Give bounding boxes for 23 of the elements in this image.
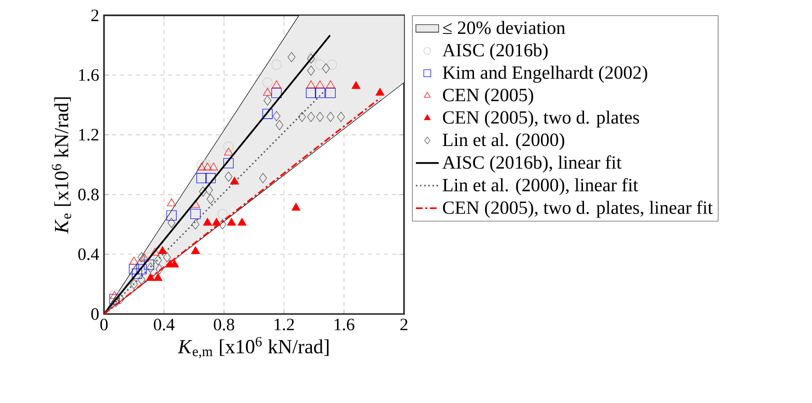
legend-label: AISC (2016b), linear fit — [442, 155, 622, 173]
y-tick-label: 0.8 — [78, 188, 99, 200]
legend-label: CEN (2005) — [442, 88, 534, 106]
x-tick-label: 0.4 — [154, 318, 175, 330]
y-tick-label: 0.4 — [78, 248, 100, 260]
x-tick-label: 1.2 — [274, 318, 294, 330]
x-tick-label: 1.6 — [334, 318, 354, 330]
y-axis-title: K$_{e}$ [x10$^{6}$ kN/rad] — [52, 97, 72, 234]
legend-label: ≤ 20% deviation — [442, 20, 566, 34]
legend-label: Kim and Engelhardt (2002) — [442, 66, 648, 83]
legend-label: CEN (2005), two d. plates, linear fit — [442, 200, 713, 218]
x-tick-label: 0 — [100, 318, 108, 330]
y-tick-label: 1.6 — [79, 69, 99, 81]
legend-label: Lin et al. (2000), linear fit — [442, 178, 638, 196]
legend-label: Lin et al. (2000) — [442, 133, 564, 150]
legend-label: CEN (2005), two d. plates — [442, 110, 640, 128]
legend-label: AISC (2016b) — [442, 43, 548, 60]
y-tick-label: 1.2 — [79, 128, 98, 141]
y-tick-label: 0 — [91, 308, 99, 320]
x-tick-label: 2 — [400, 318, 408, 330]
x-tick-label: 0.8 — [214, 318, 234, 330]
x-axis-title: K$_{e,m}$ [x10$^{6}$ kN/rad] — [178, 336, 329, 358]
y-tick-label: 2 — [91, 10, 98, 22]
